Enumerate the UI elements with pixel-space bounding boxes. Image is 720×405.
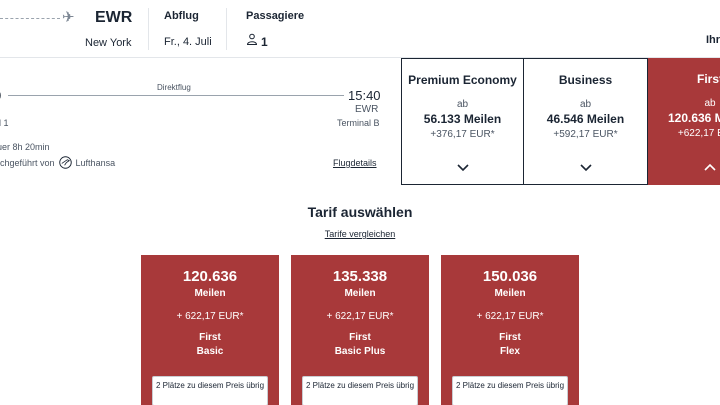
flight-details-link[interactable]: Flugdetails — [333, 158, 377, 168]
cabin-from-label: ab — [456, 99, 469, 110]
operated-by-label: urchgeführt von — [0, 157, 55, 168]
route-dashed-line — [0, 18, 60, 19]
compare-tariffs-link[interactable]: Tarife vergleichen — [324, 229, 396, 239]
fare-cabin: First — [349, 332, 371, 343]
cabin-eur: +376,17 EUR* — [430, 129, 495, 140]
lufthansa-crane-icon — [58, 156, 72, 169]
fare-miles-unit: Meilen — [494, 288, 526, 299]
fare-cabin: First — [199, 332, 221, 343]
fare-eur: + 622,17 EUR* — [176, 311, 244, 322]
fare-card-basic[interactable]: 120.636 Meilen + 622,17 EUR* First Basic… — [141, 255, 279, 405]
fare-miles-unit: Meilen — [344, 288, 376, 299]
cabin-miles: 46.546 Meilen — [546, 112, 625, 126]
chevron-up-icon[interactable] — [703, 162, 717, 172]
person-icon — [246, 33, 258, 45]
fare-cabin: First — [499, 332, 521, 343]
destination-city: New York — [85, 37, 132, 49]
fare-miles-unit: Meilen — [194, 288, 226, 299]
cabin-from-label: ab — [704, 98, 716, 109]
cabin-card-premium-economy[interactable]: Premium Economy ab 56.133 Meilen +376,17… — [401, 58, 524, 185]
plane-icon: ✈ — [62, 9, 75, 26]
seats-left-badge: 2 Plätze zu diesem Preis übrig — [302, 376, 418, 405]
tariff-title: Tarif auswählen — [307, 204, 413, 220]
departure-terminal: al 1 — [0, 118, 9, 128]
cabin-eur: +622,17 EUR* — [677, 128, 720, 139]
fare-type: Flex — [499, 346, 520, 357]
fare-type: Basic Plus — [334, 346, 386, 357]
header-right-cutoff[interactable]: Ihr — [706, 34, 720, 46]
flight-line — [8, 95, 344, 96]
cabin-miles: 120.636 Meilen — [667, 111, 720, 125]
destination-code[interactable]: EWR — [95, 9, 133, 26]
fare-eur: + 622,17 EUR* — [326, 311, 394, 322]
arrival-time: 15:40 — [348, 88, 381, 103]
seats-left-badge: 2 Plätze zu diesem Preis übrig — [152, 376, 268, 405]
flight-type: Direktflug — [157, 83, 191, 92]
flight-duration: auer 8h 20min — [0, 142, 50, 152]
arrival-code: EWR — [355, 104, 379, 115]
fare-eur: + 622,17 EUR* — [476, 311, 544, 322]
flight-info: 0 Direktflug 15:40 EWR al 1 Terminal B a… — [0, 58, 400, 186]
cabin-name: Premium Economy — [408, 73, 517, 87]
cabin-name: Business — [558, 73, 613, 87]
fare-card-basic-plus[interactable]: 135.338 Meilen + 622,17 EUR* First Basic… — [291, 255, 429, 405]
seats-left-badge: 2 Plätze zu diesem Preis übrig — [452, 376, 568, 405]
fare-miles: 135.338 — [332, 268, 388, 285]
cabin-miles: 56.133 Meilen — [423, 112, 502, 126]
fare-card-flex[interactable]: 150.036 Meilen + 622,17 EUR* First Flex … — [441, 255, 579, 405]
fare-miles: 150.036 — [482, 268, 538, 285]
departure-date-label: Abflug — [164, 10, 199, 22]
operated-by: urchgeführt von Lufthansa — [0, 156, 115, 169]
search-summary-header: ✈ EWR New York Abflug Fr., 4. Juli Passa… — [0, 0, 720, 58]
departure-date-value[interactable]: Fr., 4. Juli — [164, 36, 212, 48]
cabin-eur: +592,17 EUR* — [553, 129, 618, 140]
passengers-count[interactable]: 1 — [261, 35, 268, 49]
divider — [148, 8, 149, 50]
divider — [226, 8, 227, 50]
cabin-from-label: ab — [579, 99, 592, 110]
fare-miles: 120.636 — [182, 268, 238, 285]
fare-type: Basic — [196, 346, 224, 357]
arrival-terminal: Terminal B — [337, 118, 380, 128]
chevron-down-icon[interactable] — [456, 163, 470, 173]
compare-tariffs: Tarife vergleichen — [0, 229, 720, 239]
cabin-card-first[interactable]: First ab 120.636 Meilen +622,17 EUR* — [648, 58, 720, 185]
cabin-card-business[interactable]: Business ab 46.546 Meilen +592,17 EUR* — [524, 58, 648, 185]
cabin-name: First — [696, 72, 720, 86]
operator-name: Lufthansa — [75, 157, 116, 168]
passengers-label: Passagiere — [246, 10, 305, 22]
chevron-down-icon[interactable] — [579, 163, 593, 173]
departure-time: 0 — [0, 88, 1, 103]
